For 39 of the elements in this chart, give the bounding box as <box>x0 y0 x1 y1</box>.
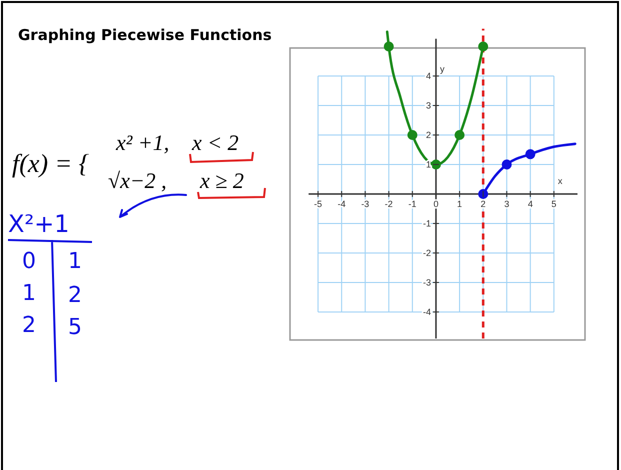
text: x² +1, <box>115 130 170 155</box>
text: √x−2 , <box>108 168 167 193</box>
text: 1 <box>68 249 82 274</box>
text: x < 2 <box>191 130 239 155</box>
y-tick-label: -1 <box>422 218 431 228</box>
y-tick-label: -4 <box>422 306 431 317</box>
x-tick-label: -2 <box>384 198 393 209</box>
x-axis-title: x <box>558 176 563 186</box>
x-tick-label: 3 <box>504 198 510 209</box>
text: 1 <box>22 281 36 306</box>
point <box>384 41 394 52</box>
y-tick-label: 3 <box>426 100 431 110</box>
point <box>502 159 512 170</box>
x-tick-label: 1 <box>457 198 462 209</box>
y-tick-label: -2 <box>422 248 431 258</box>
y-tick-label: 2 <box>426 130 431 140</box>
x-tick-label: 4 <box>528 198 533 209</box>
y-tick-label: 4 <box>426 70 431 81</box>
x-tick-label: -1 <box>408 198 416 209</box>
text: 0 <box>22 249 36 274</box>
point <box>454 130 465 140</box>
x-tick-label: -3 <box>361 198 370 209</box>
text: X²+1 <box>8 210 70 238</box>
text: 5 <box>68 315 82 340</box>
point <box>430 159 441 170</box>
y-axis-title: y <box>440 64 445 74</box>
text: x ≥ 2 <box>199 168 244 193</box>
point <box>478 41 488 52</box>
text: 2 <box>68 283 82 308</box>
text: Graphing Piecewise Functions <box>18 26 272 44</box>
y-tick-label: -3 <box>422 277 431 288</box>
text: 2 <box>22 313 36 338</box>
point <box>478 188 488 199</box>
point <box>407 130 418 140</box>
x-tick-label: -4 <box>338 198 346 209</box>
point <box>525 149 536 160</box>
x-tick-label: -5 <box>314 198 322 209</box>
text: f(x) = { <box>12 149 90 178</box>
x-tick-label: 5 <box>551 198 556 209</box>
